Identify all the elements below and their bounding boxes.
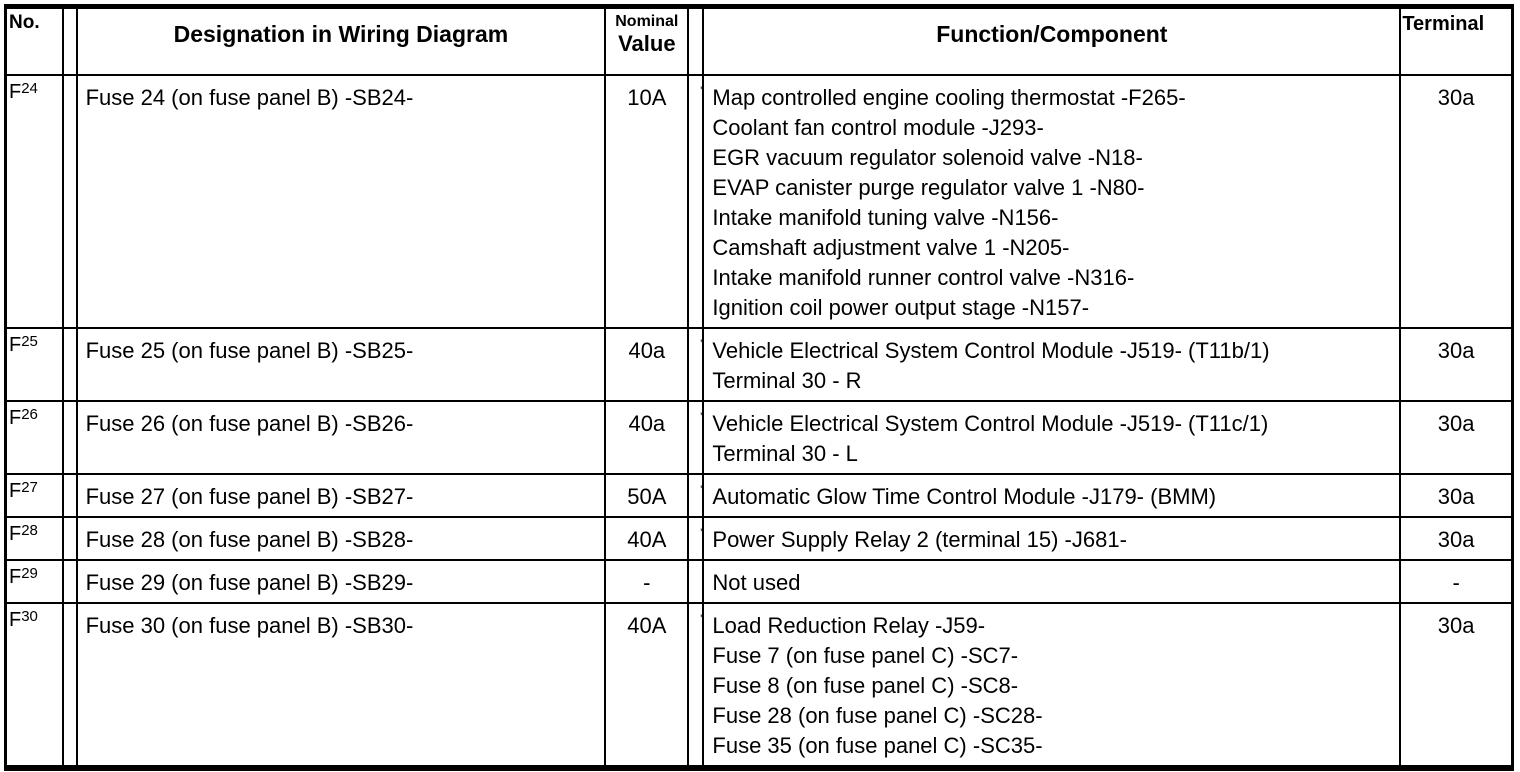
nominal-value-cell: 10A [604,73,690,329]
header-no: No. [4,5,64,76]
fuse-no-number: 24 [21,79,38,97]
fuse-no-cell: F25 [4,326,64,402]
fuse-no-cell: F24 [4,73,64,329]
table-header-row: No. Designation in Wiring Diagram Nomina… [4,5,1514,76]
fuse-no-prefix: F [9,522,22,545]
tick-mark: ' [700,83,703,98]
table-row: F28 Fuse 28 (on fuse panel B) -SB28- 40A… [4,515,1514,561]
nominal-value-cell: 40a [604,326,690,402]
tick-mark: ' [700,482,703,497]
spacer-cell: ' [687,326,705,402]
fuse-no-cell: F30 [4,601,64,769]
spacer-cell [61,515,78,561]
nominal-value-cell: - [604,558,690,604]
terminal-cell: 30a [1399,515,1514,561]
spacer-cell: ' [687,73,705,329]
tick-mark: ' [700,611,703,626]
header-nominal-line2: Value [618,31,676,56]
fuse-no-cell: F28 [4,515,64,561]
nominal-value-cell: 40a [604,399,690,475]
nominal-value-cell: 40A [604,601,690,769]
table-row: F26 Fuse 26 (on fuse panel B) -SB26- 40a… [4,399,1514,475]
terminal-cell: 30a [1399,472,1514,518]
fuse-no-number: 28 [21,521,38,539]
spacer-cell [61,472,78,518]
designation-cell: Fuse 29 (on fuse panel B) -SB29- [75,558,607,604]
fuse-no-cell: F26 [4,399,64,475]
function-cell: Vehicle Electrical System Control Module… [702,399,1402,475]
fuse-no-number: 26 [21,405,38,423]
header-nominal-line1: Nominal [615,13,679,30]
header-nominal-value: Nominal Value [604,5,690,76]
spacer-cell [61,73,78,329]
function-cell: Map controlled engine cooling thermostat… [702,73,1402,329]
header-function: Function/Component [702,5,1402,76]
header-terminal: Terminal [1399,5,1514,76]
fuse-no-number: 30 [21,607,38,625]
designation-cell: Fuse 28 (on fuse panel B) -SB28- [75,515,607,561]
function-cell: Vehicle Electrical System Control Module… [702,326,1402,402]
spacer-cell: ' [687,399,705,475]
spacer-cell [61,558,78,604]
header-spacer [61,5,78,76]
table-row: F29 Fuse 29 (on fuse panel B) -SB29- - N… [4,558,1514,604]
terminal-cell: 30a [1399,73,1514,329]
fuse-no-prefix: F [9,80,22,103]
fuse-no-number: 29 [21,564,38,582]
terminal-cell: 30a [1399,399,1514,475]
terminal-cell: 30a [1399,601,1514,769]
designation-cell: Fuse 24 (on fuse panel B) -SB24- [75,73,607,329]
fuse-no-cell: F29 [4,558,64,604]
fuse-no-number: 27 [21,478,38,496]
spacer-cell [61,399,78,475]
spacer-cell: ' [687,472,705,518]
spacer-cell [61,326,78,402]
terminal-cell: - [1399,558,1514,604]
designation-cell: Fuse 25 (on fuse panel B) -SB25- [75,326,607,402]
table-row: F27 Fuse 27 (on fuse panel B) -SB27- 50A… [4,472,1514,518]
spacer-cell: ' [687,601,705,769]
fuse-no-prefix: F [9,608,22,631]
table-row: F25 Fuse 25 (on fuse panel B) -SB25- 40a… [4,326,1514,402]
fuse-no-prefix: F [9,479,22,502]
tick-mark: ' [700,409,703,424]
table-row: F30 Fuse 30 (on fuse panel B) -SB30- 40A… [4,601,1514,769]
spacer-cell: ' [687,515,705,561]
tick-mark: ' [700,336,703,351]
designation-cell: Fuse 26 (on fuse panel B) -SB26- [75,399,607,475]
terminal-cell: 30a [1399,326,1514,402]
nominal-value-cell: 40A [604,515,690,561]
table-row: F24 Fuse 24 (on fuse panel B) -SB24- 10A… [4,73,1514,329]
spacer-cell [687,558,705,604]
fuse-no-number: 25 [21,332,38,350]
function-cell: Load Reduction Relay -J59- Fuse 7 (on fu… [702,601,1402,769]
fuse-no-prefix: F [9,333,22,356]
header-spacer [687,5,705,76]
header-designation: Designation in Wiring Diagram [75,5,607,76]
designation-cell: Fuse 30 (on fuse panel B) -SB30- [75,601,607,769]
function-cell: Automatic Glow Time Control Module -J179… [702,472,1402,518]
function-cell: Power Supply Relay 2 (terminal 15) -J681… [702,515,1402,561]
function-cell: Not used [702,558,1402,604]
fuse-no-prefix: F [9,565,22,588]
fuse-no-cell: F27 [4,472,64,518]
fuse-no-prefix: F [9,406,22,429]
fuse-table: No. Designation in Wiring Diagram Nomina… [4,4,1514,771]
nominal-value-cell: 50A [604,472,690,518]
designation-cell: Fuse 27 (on fuse panel B) -SB27- [75,472,607,518]
tick-mark: ' [700,525,703,540]
spacer-cell [61,601,78,769]
